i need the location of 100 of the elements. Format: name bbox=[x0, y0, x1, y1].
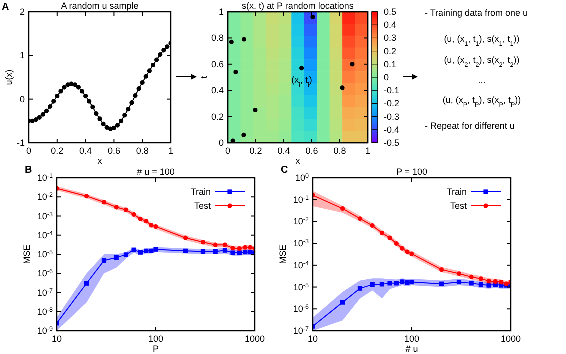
legend-label: Train bbox=[190, 187, 211, 197]
x-tick-label: 0.2 bbox=[250, 146, 262, 156]
x-axis-title: # u bbox=[406, 344, 418, 354]
point bbox=[350, 62, 355, 67]
y-tick-label: -1 bbox=[16, 138, 25, 148]
point bbox=[340, 86, 345, 90]
x-tick-label: 1000 bbox=[244, 334, 266, 344]
chart-title: # u = 100 bbox=[137, 167, 175, 177]
annotation: (x$_{i}$, t$_{i}$) bbox=[292, 75, 312, 88]
point bbox=[229, 40, 234, 44]
color-bar-label: 0.1 bbox=[384, 59, 397, 70]
point bbox=[101, 122, 106, 127]
point bbox=[90, 104, 96, 110]
x-tick-label: 10 bbox=[52, 334, 62, 344]
x-tick-label: 0.6 bbox=[108, 146, 120, 156]
y-tick-label: 0.4 bbox=[211, 86, 224, 96]
point bbox=[87, 99, 92, 104]
point bbox=[84, 94, 88, 99]
y-tick-label: 10$^{-4}$ bbox=[293, 260, 310, 270]
point bbox=[133, 94, 138, 98]
x-tick-label: 0 bbox=[26, 146, 32, 156]
point bbox=[136, 86, 142, 92]
point bbox=[299, 66, 304, 71]
point bbox=[98, 116, 102, 122]
x-axis-title: x bbox=[98, 156, 103, 166]
x-tick-label: 0.8 bbox=[334, 146, 346, 156]
color-bar-label: -0.3 bbox=[384, 112, 400, 122]
point bbox=[242, 132, 246, 138]
y-tick-label: 0.8 bbox=[211, 33, 224, 44]
color-bar-label: -0.5 bbox=[384, 138, 400, 148]
x-tick-label: 0 bbox=[225, 146, 231, 156]
point bbox=[122, 113, 128, 118]
y-tick-label: 10$^{-6}$ bbox=[293, 304, 310, 314]
point bbox=[253, 108, 258, 113]
y-tick-label: 10$^{-2}$ bbox=[293, 216, 310, 227]
y-tick-label: 0 bbox=[218, 138, 224, 148]
color-bar-label: 0.2 bbox=[384, 46, 397, 56]
x-tick-label: 0.2 bbox=[51, 146, 64, 156]
y-tick-label: 10$^{-7}$ bbox=[293, 326, 310, 336]
y-axis-title: u(x) bbox=[4, 70, 14, 86]
point bbox=[72, 82, 78, 88]
point bbox=[119, 118, 124, 124]
point bbox=[80, 89, 85, 94]
legend-label: Test bbox=[194, 201, 212, 211]
text: (u, (x$_{1}$, t$_{1}$), s(x$_{1}$, t$_{1}$)) bbox=[444, 34, 520, 48]
point bbox=[115, 123, 120, 128]
x-tick-label: 100 bbox=[404, 334, 420, 344]
y-tick-label: 10$^{-3}$ bbox=[293, 238, 310, 249]
y-tick-label: 0.2 bbox=[211, 112, 224, 122]
x-axis-title: P bbox=[152, 344, 160, 354]
point bbox=[52, 99, 56, 104]
color-bar-label: -0.4 bbox=[384, 124, 400, 135]
point bbox=[58, 89, 64, 94]
point bbox=[158, 52, 163, 58]
y-tick-label: 0.6 bbox=[211, 59, 224, 70]
color-bar-label: 0.5 bbox=[384, 7, 397, 17]
legend-label: Test bbox=[450, 201, 468, 211]
y-tick-label: 10$^{-7}$ bbox=[37, 287, 54, 298]
y-axis-title: t bbox=[199, 76, 209, 79]
x-tick-label: 0.8 bbox=[136, 146, 149, 156]
point bbox=[112, 126, 116, 130]
text: (u, (x$_{2}$, t$_{2}$), s(x$_{2}$, t$_{2}$)) bbox=[444, 55, 520, 68]
y-tick-label: 10$^{-5}$ bbox=[37, 249, 54, 260]
legend-label: Train bbox=[446, 187, 467, 197]
text: (u, (x$_{P}$, t$_{P}$), s(x$_{P}$, t$_{P}$)) bbox=[442, 95, 522, 108]
color-bar-label: 0 bbox=[384, 72, 390, 82]
x-tick-label: 0.4 bbox=[278, 146, 290, 156]
y-axis-title: MSE bbox=[22, 244, 32, 264]
color-bar-label: -0.1 bbox=[384, 86, 400, 96]
y-tick-label: 1 bbox=[218, 7, 224, 17]
text: - Repeat for different u bbox=[425, 121, 515, 131]
y-tick-label: 10$^{-4}$ bbox=[37, 230, 54, 240]
chart-title: s(x, t) at P random locations bbox=[242, 1, 354, 11]
text: A bbox=[2, 2, 10, 13]
chart-title: P = 100 bbox=[396, 167, 428, 177]
point bbox=[55, 94, 60, 99]
point bbox=[37, 115, 42, 120]
point bbox=[147, 68, 152, 74]
point bbox=[140, 80, 145, 86]
x-tick-label: 0.4 bbox=[80, 146, 92, 156]
point bbox=[234, 70, 238, 75]
y-tick-label: 10$^{-3}$ bbox=[37, 210, 54, 222]
text: ... bbox=[478, 75, 486, 85]
color-bar-label: -0.2 bbox=[384, 98, 400, 109]
x-tick-label: 100 bbox=[148, 334, 164, 344]
point bbox=[44, 108, 50, 114]
y-tick-label: 10$^{-8}$ bbox=[37, 306, 54, 317]
x-tick-label: 1000 bbox=[500, 334, 522, 344]
x-tick-label: 0.6 bbox=[306, 146, 318, 156]
point bbox=[130, 100, 134, 106]
y-tick-label: 0 bbox=[20, 94, 25, 104]
point bbox=[62, 85, 67, 90]
y-tick-label: 1 bbox=[20, 50, 25, 61]
chart-title: A random u sample bbox=[61, 1, 139, 11]
point bbox=[162, 48, 166, 53]
point bbox=[230, 138, 236, 143]
point bbox=[150, 62, 156, 68]
point bbox=[94, 111, 99, 116]
point bbox=[154, 58, 160, 62]
point bbox=[144, 74, 148, 79]
